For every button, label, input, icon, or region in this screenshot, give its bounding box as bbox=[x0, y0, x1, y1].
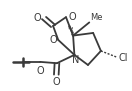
Text: O: O bbox=[33, 13, 41, 23]
Text: Cl: Cl bbox=[118, 53, 128, 63]
Text: O: O bbox=[69, 12, 76, 22]
Text: Me: Me bbox=[91, 13, 103, 22]
Text: O: O bbox=[53, 77, 60, 87]
Text: O: O bbox=[49, 35, 57, 45]
Text: N: N bbox=[72, 55, 79, 65]
Text: ''': ''' bbox=[67, 27, 74, 36]
Text: O: O bbox=[36, 66, 44, 76]
